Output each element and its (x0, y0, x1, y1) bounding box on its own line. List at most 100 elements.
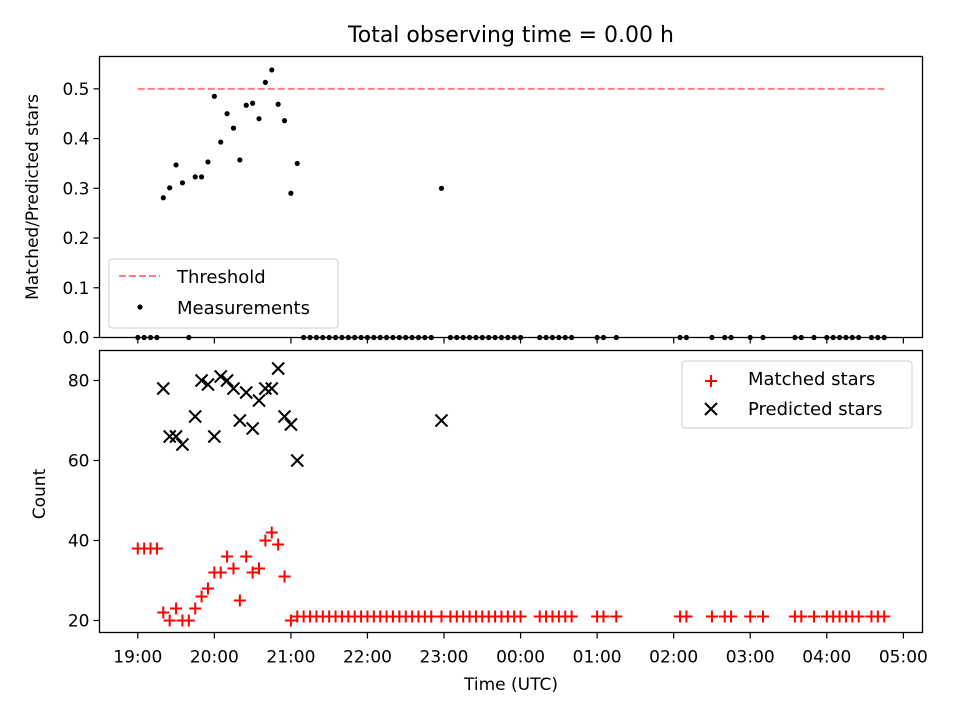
top-axes-frame (98, 55, 924, 339)
predicted-star-point (252, 393, 266, 408)
predicted-star-point (188, 409, 202, 424)
top-ytick-label: 0.0 (62, 329, 89, 349)
predicted-star-point (265, 381, 279, 396)
matched-star-point (201, 582, 214, 595)
predicted-star-point (175, 437, 190, 452)
measurement-point (250, 100, 256, 106)
predicted-star-point (434, 413, 449, 428)
top-ylabel: Matched/Predicted stars (23, 94, 43, 300)
top-yticks: 0.0 0.1 0.2 0.3 0.4 0.5 (62, 80, 100, 349)
predicted-star-point (277, 409, 292, 424)
matched-star-point (795, 610, 808, 623)
predicted-star-point (290, 453, 304, 468)
matched-star-point (233, 594, 246, 607)
measurement-point (192, 174, 198, 180)
matched-star-point (705, 610, 718, 623)
matched-star-point (757, 610, 770, 623)
predicted-star-point (169, 429, 183, 444)
bottom-ytick-label: 80 (68, 372, 90, 392)
bottom-yticks: 20 40 60 80 (68, 372, 100, 632)
top-xticks (137, 337, 904, 344)
bottom-xtick-label: 04:00 (802, 648, 851, 668)
bottom-panel: 20 40 60 80 19:00 20:00 21:00 22:00 23:00 00:00 0… (30, 349, 928, 695)
measurement-point (237, 157, 243, 163)
matched-star-point (214, 566, 227, 579)
bottom-xtick-label: 21:00 (266, 648, 315, 668)
predicted-star-point (207, 429, 222, 444)
bottom-ylabel: Count (30, 468, 50, 519)
predicted-star-point (226, 381, 241, 396)
matched-star-point (189, 602, 202, 615)
measurement-point (167, 185, 173, 191)
predicted-star-point (271, 361, 285, 376)
measurement-point (438, 185, 445, 191)
measurement-point (224, 111, 230, 117)
top-ytick-label: 0.1 (62, 279, 89, 299)
top-ytick-label: 0.4 (62, 130, 89, 150)
measurement-point (243, 102, 249, 108)
legend-measurements-swatch (137, 304, 143, 310)
matched-star-point (272, 538, 285, 551)
bottom-axes-frame (98, 349, 924, 634)
matched-star-point (195, 590, 208, 603)
matched-star-point (182, 614, 195, 627)
predicted-star-point (258, 381, 273, 396)
legend-measurements-label: Measurements (177, 298, 310, 319)
measurement-point (262, 79, 268, 85)
matched-star-point (597, 610, 610, 623)
matched-star-point (808, 610, 821, 623)
matched-star-point (284, 614, 297, 627)
bottom-ytick-label: 60 (68, 452, 90, 472)
measurement-point (211, 93, 217, 99)
bottom-xtick-label: 19:00 (113, 648, 162, 668)
legend-threshold-label: Threshold (176, 267, 266, 288)
matched-star-point (150, 542, 163, 555)
predicted-star-point (239, 385, 253, 400)
measurement-point (275, 101, 281, 107)
matched-star-point (221, 550, 234, 563)
matched-star-point (252, 562, 265, 575)
bottom-xtick-label: 00:00 (496, 648, 545, 668)
bottom-ytick-label: 40 (68, 532, 90, 552)
measurement-point (294, 160, 300, 167)
matched-star-point (265, 526, 278, 539)
measurement-point (288, 190, 294, 196)
top-ytick-label: 0.5 (62, 80, 89, 100)
predicted-star-point (233, 413, 247, 428)
matched-star-point (246, 566, 259, 579)
matched-star-point (240, 550, 253, 563)
matched-star-point (744, 610, 757, 623)
matched-star-point (157, 606, 170, 619)
predicted-star-point (214, 369, 228, 384)
bottom-xtick-label: 20:00 (190, 648, 239, 668)
matched-star-point (278, 570, 291, 583)
bottom-xtick-label: 02:00 (649, 648, 698, 668)
measurement-point (179, 180, 186, 186)
measurement-point (281, 118, 288, 124)
bottom-marks (131, 361, 891, 627)
measurement-point (160, 195, 166, 201)
predicted-star-point (201, 377, 215, 392)
measurement-point (230, 125, 237, 131)
matched-star-point (227, 562, 240, 575)
predicted-star-point (162, 429, 177, 444)
matched-star-point (514, 610, 527, 623)
legend-matched-swatch (705, 375, 717, 387)
top-ytick-label: 0.3 (62, 179, 89, 199)
matched-star-point (680, 610, 693, 623)
bottom-xtick-label: 05:00 (879, 648, 928, 668)
measurement-point (205, 159, 211, 165)
predicted-star-point (156, 381, 171, 396)
legend-matched-label: Matched stars (748, 369, 875, 390)
measurement-point (269, 67, 275, 73)
bottom-xtick-label: 03:00 (726, 648, 775, 668)
measurement-point (256, 116, 262, 122)
bottom-xtick-label: 01:00 (573, 648, 622, 668)
predicted-star-point (194, 373, 209, 388)
measurement-point (173, 162, 179, 168)
matched-star-point (425, 610, 438, 623)
legend-predicted-label: Predicted stars (748, 399, 882, 420)
top-ytick-label: 0.2 (62, 229, 89, 249)
matched-star-point (565, 610, 578, 623)
